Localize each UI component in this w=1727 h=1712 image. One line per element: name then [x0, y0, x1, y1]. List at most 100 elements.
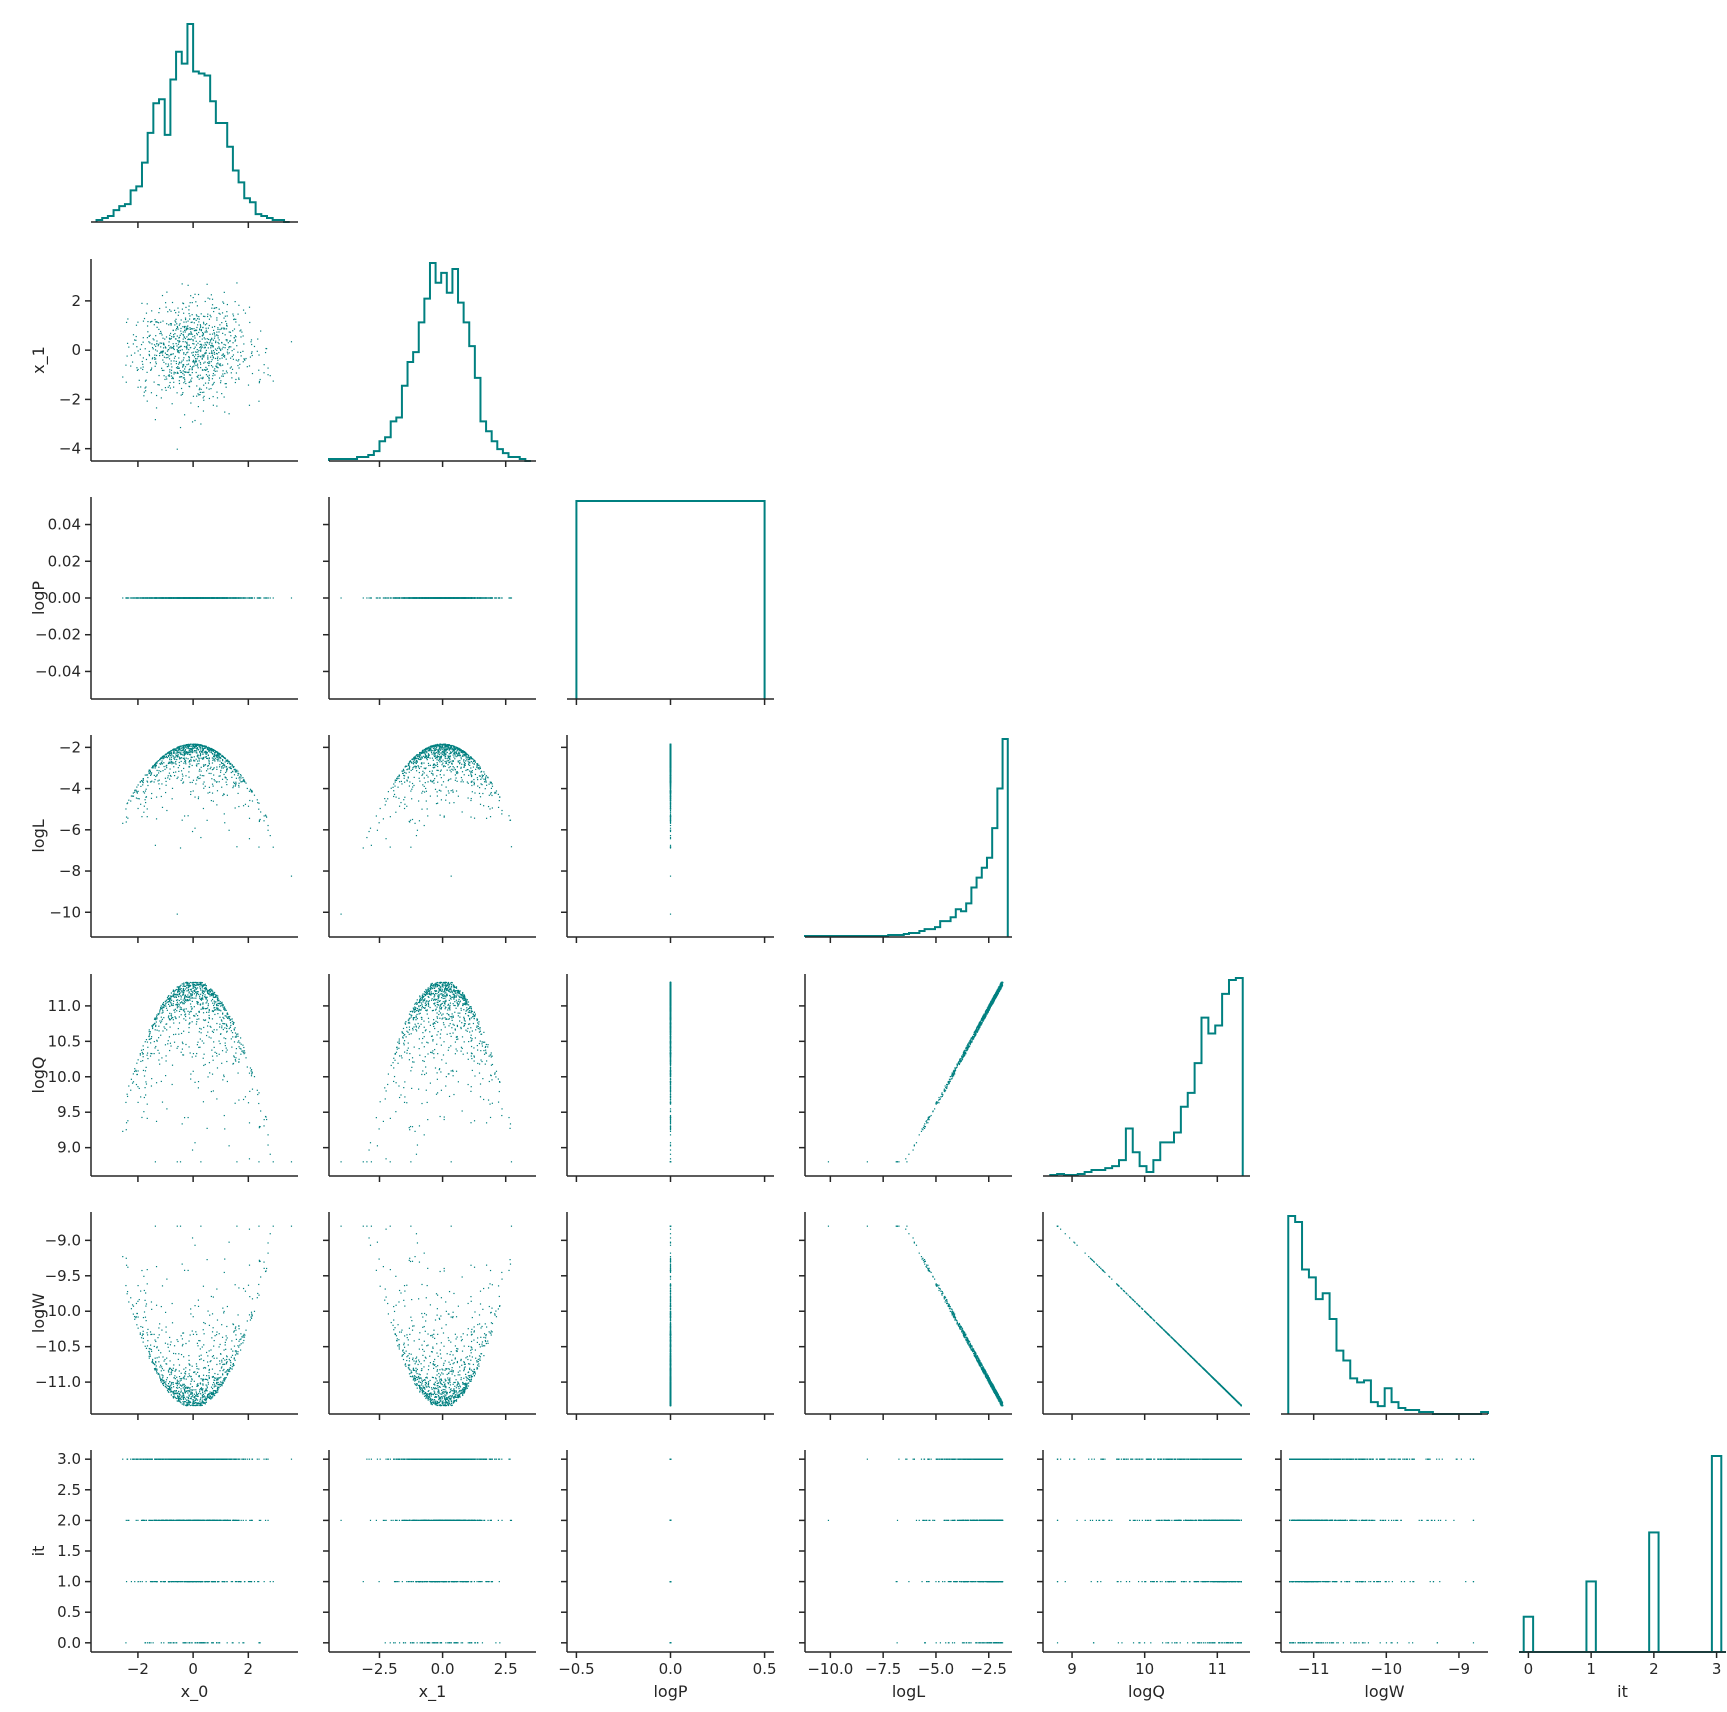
scatter-point [467, 769, 469, 771]
scatter-point [212, 366, 214, 368]
y-tick-label: 0.02 [48, 552, 81, 570]
scatter-point [145, 390, 147, 392]
scatter-point [178, 367, 180, 369]
scatter-point [218, 752, 220, 754]
scatter-point [510, 846, 513, 848]
scatter-point [217, 752, 219, 755]
scatter-point [160, 757, 162, 759]
scatter-point [216, 357, 219, 360]
scatter-point [406, 779, 408, 781]
scatter-point [140, 803, 142, 805]
scatter-point [438, 758, 440, 760]
scatter-point [389, 846, 391, 848]
scatter-point [454, 747, 456, 749]
scatter-point [182, 333, 184, 336]
scatter-point [206, 323, 208, 325]
scatter-point [151, 358, 153, 360]
scatter-point [191, 369, 193, 371]
scatter-point [171, 336, 173, 338]
scatter-point [222, 762, 224, 765]
scatter-point [216, 334, 218, 336]
scatter-point [187, 284, 189, 286]
scatter-point [196, 747, 199, 749]
scatter-point [236, 769, 238, 771]
scatter-point [458, 597, 460, 599]
scatter-point [243, 779, 245, 782]
scatter-point [150, 772, 153, 774]
scatter-point [146, 780, 148, 782]
y-tick-label: 0.00 [48, 589, 81, 607]
scatter-point [461, 771, 464, 773]
scatter-point [188, 305, 190, 307]
scatter-point [146, 774, 149, 776]
scatter-point [434, 754, 436, 756]
scatter-point [187, 320, 189, 322]
scatter-point [403, 799, 405, 801]
scatter-point [176, 371, 179, 373]
scatter-point [222, 346, 224, 348]
scatter-point [209, 298, 211, 300]
scatter-point [411, 782, 414, 785]
scatter-point [269, 834, 271, 837]
scatter-point [208, 374, 210, 376]
scatter-point [182, 366, 184, 368]
scatter-point [439, 774, 441, 776]
scatter-point [409, 760, 412, 762]
scatter-point [431, 745, 433, 747]
scatter-point [416, 754, 418, 757]
scatter-point [247, 384, 250, 386]
scatter-point [202, 315, 205, 317]
scatter-point [414, 755, 417, 757]
scatter-point [140, 386, 142, 388]
scatter-point [156, 340, 158, 342]
scatter-point [467, 764, 470, 766]
scatter-point [438, 745, 440, 747]
scatter-point [438, 749, 440, 751]
scatter-point [233, 782, 236, 785]
scatter-point [214, 597, 217, 599]
scatter-point [222, 364, 224, 366]
scatter-point [407, 763, 409, 765]
scatter-point [125, 808, 127, 810]
scatter-point [250, 339, 253, 341]
scatter-point [170, 323, 172, 325]
scatter-point [193, 751, 195, 753]
scatter-point [413, 597, 415, 599]
scatter-point [397, 786, 399, 788]
scatter-point [194, 743, 197, 745]
scatter-point [204, 764, 206, 766]
scatter-point [173, 756, 175, 758]
scatter-point [192, 354, 194, 356]
scatter-point [230, 762, 232, 765]
scatter-point [509, 597, 512, 599]
scatter-point [214, 755, 216, 757]
scatter-point [176, 323, 178, 325]
scatter-point [188, 766, 190, 768]
scatter-point [205, 352, 207, 354]
scatter-point [193, 363, 196, 365]
scatter-point [154, 419, 157, 421]
scatter-point [396, 597, 398, 599]
scatter-point [192, 779, 195, 781]
scatter-point [174, 320, 176, 322]
scatter-point [480, 597, 482, 599]
scatter-point [153, 781, 155, 783]
scatter-point [136, 791, 138, 793]
scatter-point [156, 321, 158, 323]
scatter-point [199, 325, 202, 327]
scatter-point [460, 751, 462, 753]
scatter-point [183, 382, 185, 384]
scatter-point [471, 770, 473, 772]
scatter-point [248, 306, 251, 308]
scatter-point [229, 762, 231, 765]
scatter-point [181, 747, 183, 749]
scatter-point [230, 346, 232, 348]
scatter-point [489, 597, 492, 599]
scatter-point [156, 775, 158, 777]
scatter-point [203, 344, 205, 346]
scatter-point [144, 348, 146, 350]
scatter-point [465, 597, 467, 599]
scatter-point [204, 597, 206, 599]
scatter-point [394, 779, 396, 781]
scatter-point [375, 597, 377, 599]
